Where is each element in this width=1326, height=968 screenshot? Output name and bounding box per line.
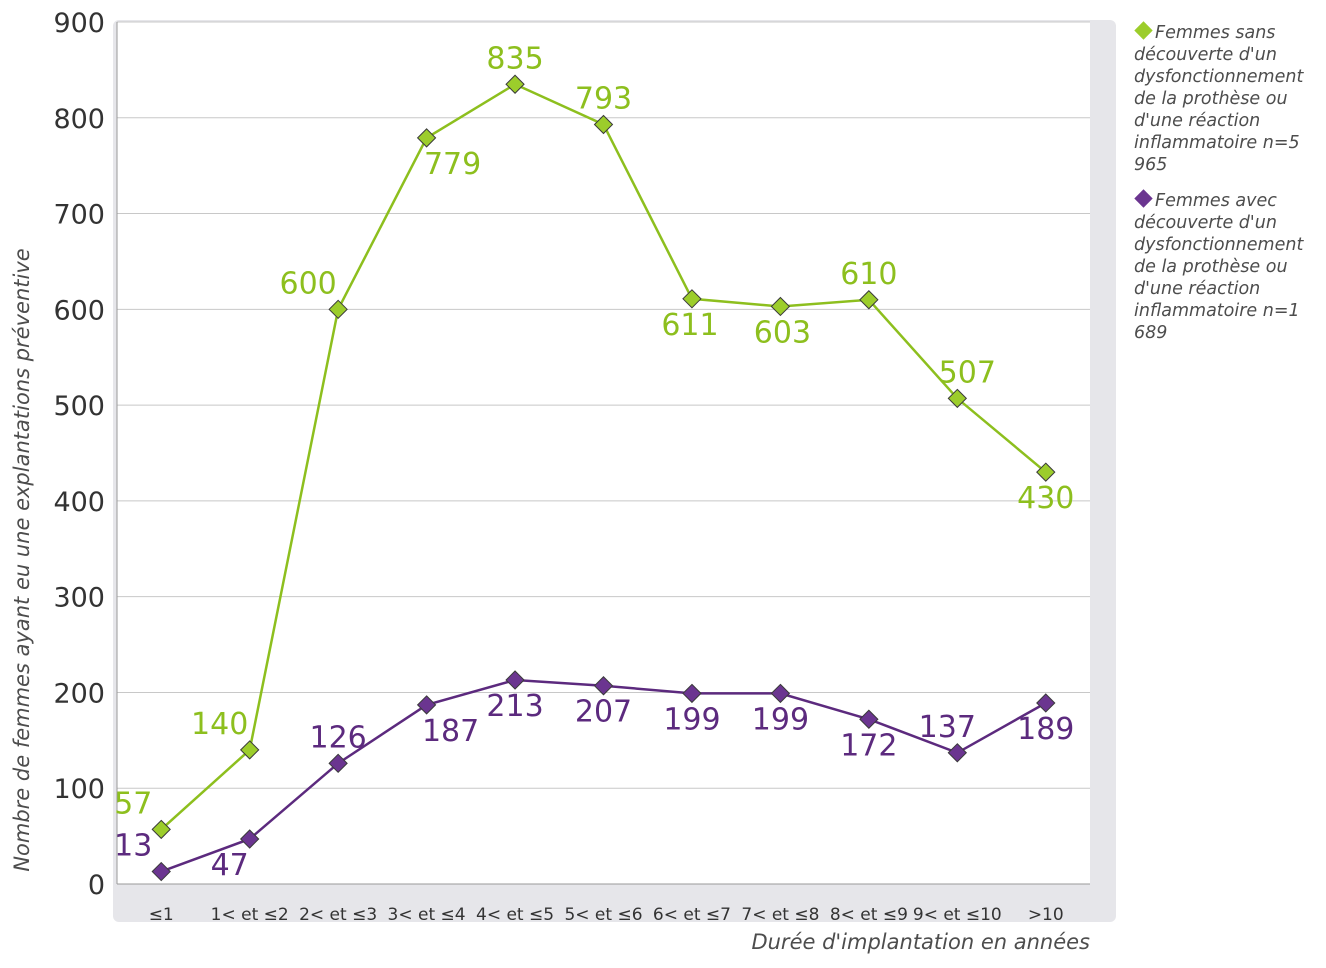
data-point xyxy=(770,296,791,317)
x-tick-label: 7< et ≤8 xyxy=(741,905,819,925)
x-tick-label: 1< et ≤2 xyxy=(211,905,289,925)
x-tick-label: 3< et ≤4 xyxy=(388,905,466,925)
y-tick-label: 100 xyxy=(53,774,105,805)
data-label: 835 xyxy=(486,41,543,76)
green-diamond-icon xyxy=(1134,21,1153,40)
data-point xyxy=(328,753,348,774)
data-point xyxy=(1036,693,1056,713)
data-point xyxy=(859,709,879,729)
data-label: 207 xyxy=(575,695,632,730)
x-tick-label: 6< et ≤7 xyxy=(653,905,731,925)
y-tick-label: 400 xyxy=(53,487,105,518)
data-label: 47 xyxy=(211,848,249,883)
data-point xyxy=(593,676,614,696)
data-label: 13 xyxy=(114,829,152,864)
data-label: 507 xyxy=(939,355,996,390)
data-label: 603 xyxy=(754,315,811,350)
data-point xyxy=(682,289,702,309)
legend-label-sans: Femmes sans découverte d'un dysfonctionn… xyxy=(1134,23,1304,175)
x-tick-label: 2< et ≤3 xyxy=(299,905,377,925)
data-label: 140 xyxy=(191,707,248,742)
data-label: 779 xyxy=(424,147,481,182)
y-tick-label: 700 xyxy=(53,200,105,231)
data-label: 213 xyxy=(486,689,543,724)
data-point xyxy=(239,740,260,760)
data-point xyxy=(416,128,437,148)
data-label: 611 xyxy=(661,308,718,343)
data-label: 172 xyxy=(840,728,897,763)
data-label: 126 xyxy=(310,720,367,755)
data-label: 57 xyxy=(114,786,152,821)
legend-entry-avec: Femmes avec découverte d'un dysfonctionn… xyxy=(1134,189,1324,344)
data-label: 430 xyxy=(1017,481,1074,516)
data-point xyxy=(593,114,614,135)
data-point xyxy=(859,290,879,310)
data-point xyxy=(505,670,525,690)
data-label: 199 xyxy=(663,702,720,737)
data-point xyxy=(239,829,260,849)
y-tick-label: 900 xyxy=(53,8,105,39)
data-label: 199 xyxy=(752,702,809,737)
x-tick-label: 5< et ≤6 xyxy=(564,905,642,925)
y-tick-label: 500 xyxy=(53,391,105,422)
x-axis-title: Durée d'implantation en années xyxy=(751,930,1090,954)
data-point xyxy=(328,299,348,320)
y-tick-label: 300 xyxy=(53,583,105,614)
y-tick-label: 200 xyxy=(53,678,105,709)
data-point xyxy=(151,861,171,882)
data-label: 189 xyxy=(1017,712,1074,747)
data-point xyxy=(770,683,791,704)
purple-diamond-icon xyxy=(1134,189,1153,208)
data-point xyxy=(947,743,968,763)
y-tick-label: 800 xyxy=(53,104,105,135)
y-tick-label: 0 xyxy=(88,870,105,901)
data-label: 137 xyxy=(919,710,976,745)
y-tick-label: 600 xyxy=(53,295,105,326)
data-point xyxy=(1036,462,1056,482)
data-label: 610 xyxy=(840,257,897,292)
legend: Femmes sans découverte d'un dysfonctionn… xyxy=(1134,21,1324,358)
data-point xyxy=(947,388,968,409)
legend-entry-sans: Femmes sans découverte d'un dysfonctionn… xyxy=(1134,21,1324,176)
x-tick-label: >10 xyxy=(1028,905,1064,925)
plot-area xyxy=(117,22,1090,884)
data-point xyxy=(416,695,437,715)
x-tick-label: ≤1 xyxy=(149,905,174,925)
x-tick-label: 9< et ≤10 xyxy=(913,905,1002,925)
data-label: 187 xyxy=(422,714,479,749)
data-label: 793 xyxy=(575,81,632,116)
data-point xyxy=(151,819,171,840)
data-point xyxy=(505,74,525,94)
legend-label-avec: Femmes avec découverte d'un dysfonctionn… xyxy=(1134,191,1304,343)
x-tick-label: 4< et ≤5 xyxy=(476,905,554,925)
data-label: 600 xyxy=(280,266,337,301)
data-point xyxy=(682,683,702,704)
x-tick-label: 8< et ≤9 xyxy=(830,905,908,925)
y-axis-title: Nombre de femmes ayant eu une explantati… xyxy=(10,248,34,872)
